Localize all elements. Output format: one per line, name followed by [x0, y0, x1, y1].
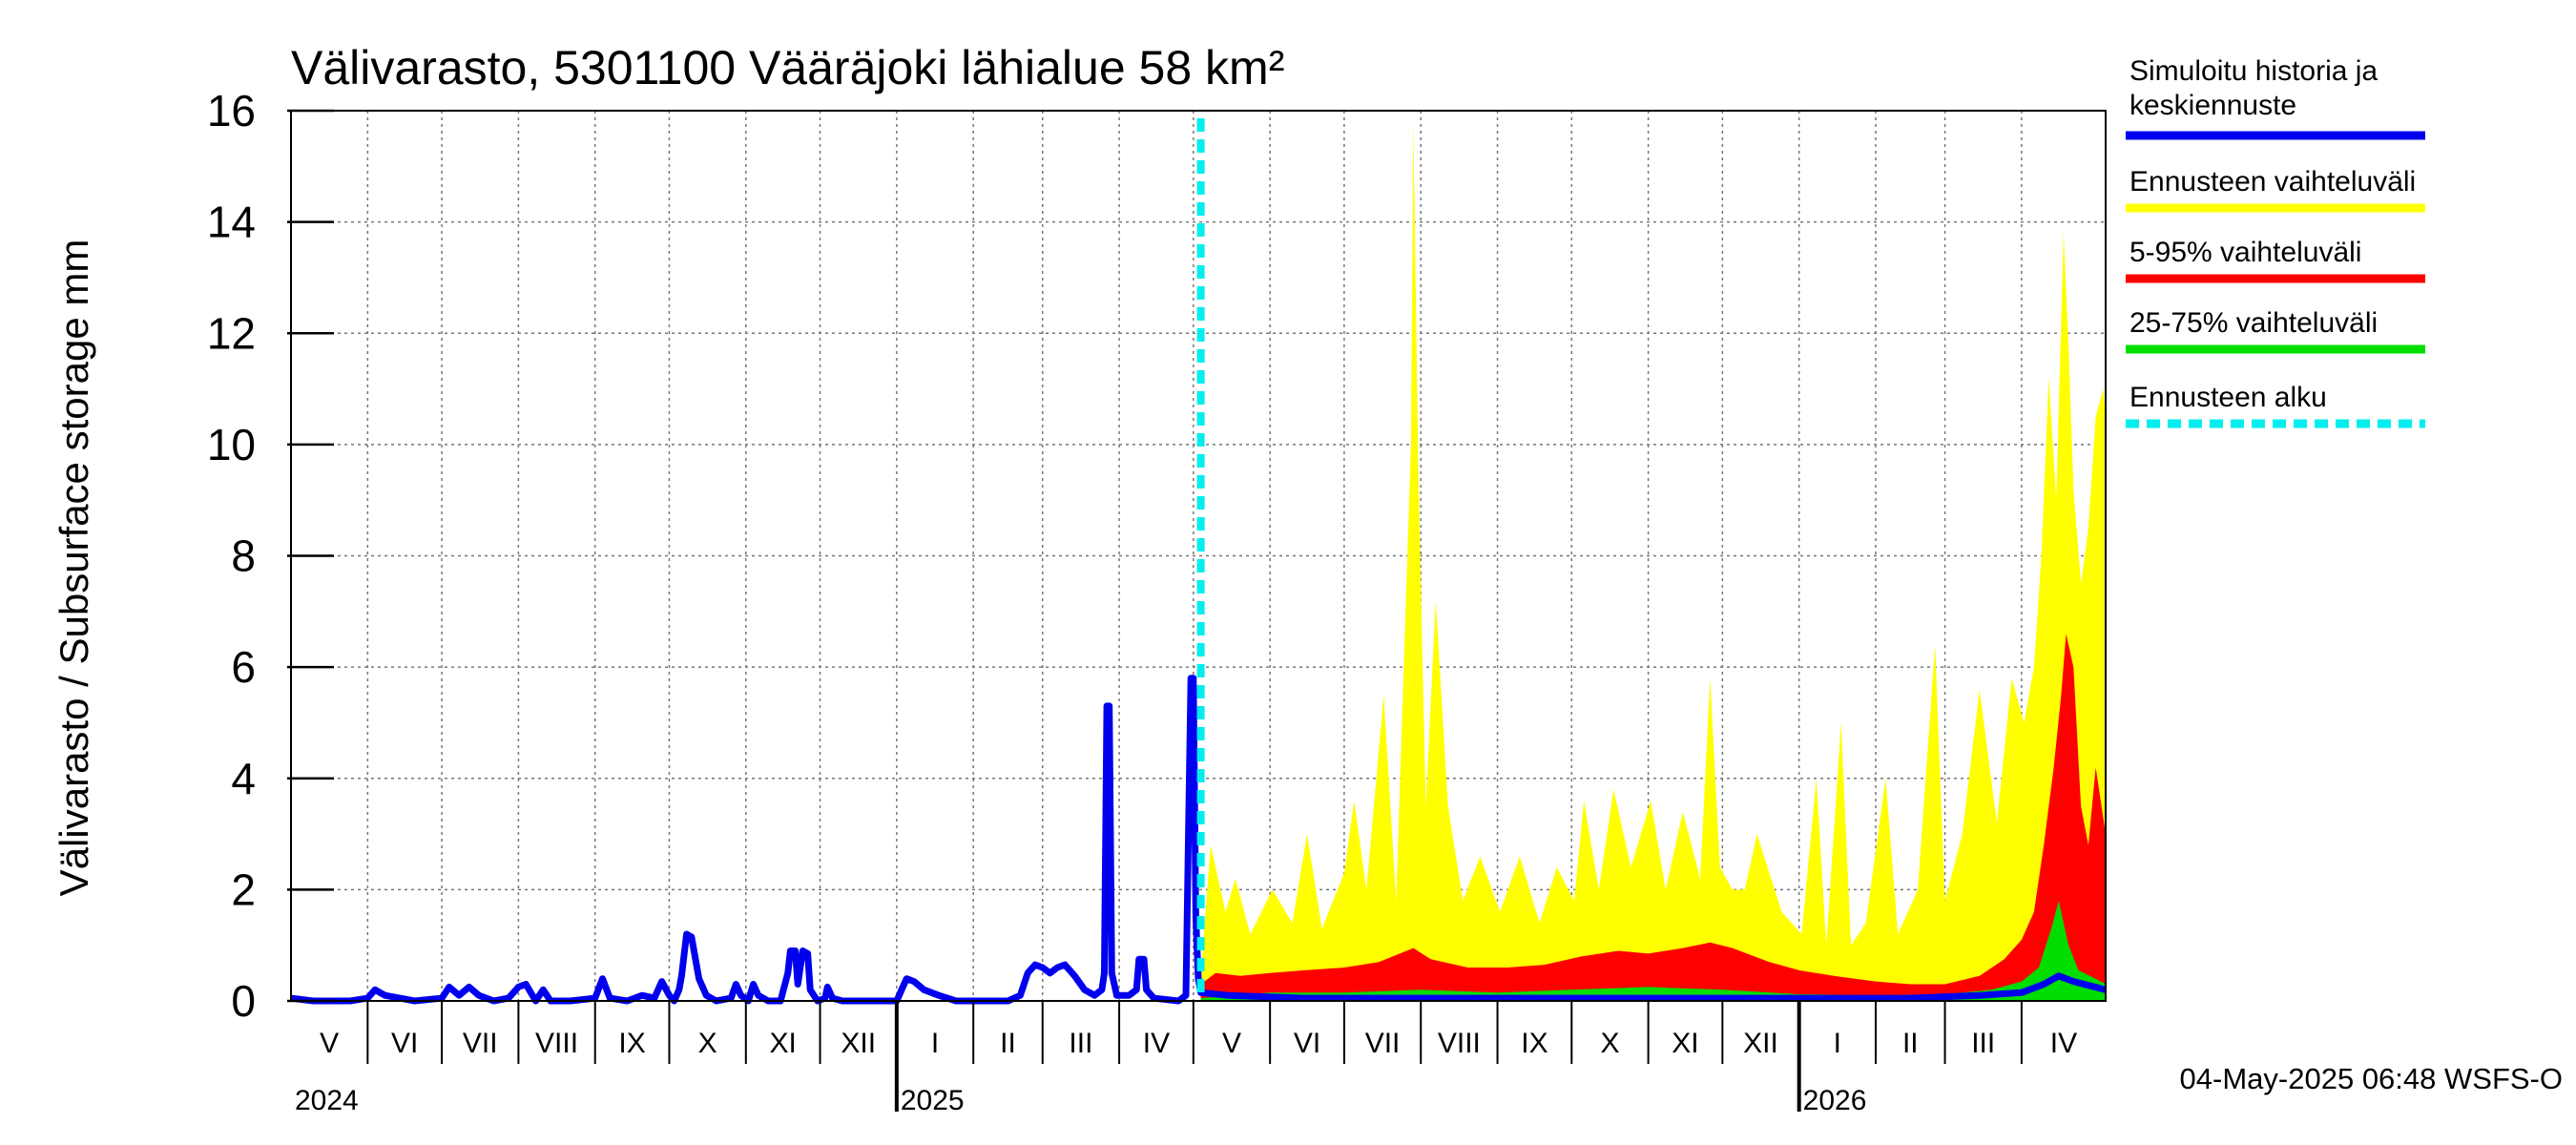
legend: Simuloitu historia ja keskiennuste Ennuste…: [2126, 55, 2425, 428]
month-label: III: [1971, 1028, 1995, 1059]
y-axis-label: Välivarasto / Subsurface storage mm: [52, 239, 96, 897]
y-tick-label: 6: [231, 642, 256, 692]
legend-label: 25-75% vaihteluväli: [2129, 307, 2378, 339]
month-label: XI: [1672, 1028, 1698, 1059]
month-label: VI: [1294, 1028, 1320, 1059]
legend-item: 5-95% vaihteluväli: [2126, 237, 2425, 283]
y-tick-label: 2: [231, 864, 256, 914]
month-label: VIII: [1438, 1028, 1481, 1059]
data-lines: [290, 118, 2107, 1005]
month-label: IX: [1521, 1028, 1548, 1059]
legend-label: Ennusteen alku: [2129, 382, 2327, 413]
month-label: VII: [463, 1028, 498, 1059]
month-label: V: [320, 1028, 339, 1059]
month-label: X: [1600, 1028, 1619, 1059]
month-label: IX: [618, 1028, 645, 1059]
y-tick-label: 0: [231, 976, 256, 1026]
month-label: XII: [841, 1028, 876, 1059]
y-tick-label: 4: [231, 754, 256, 803]
month-label: VIII: [535, 1028, 578, 1059]
forecast-bands: [1200, 121, 2106, 1001]
month-label: II: [1000, 1028, 1016, 1059]
series-line-simuloitu: [290, 675, 2107, 1005]
month-label: XII: [1743, 1028, 1778, 1059]
legend-label: Simuloitu historia ja keskiennuste: [2129, 55, 2378, 121]
month-label: X: [698, 1028, 717, 1059]
series-area-5-95: [1200, 634, 2106, 1001]
chart-title: Välivarasto, 5301100 Vääräjoki lähialue …: [291, 41, 1284, 94]
legend-item: Ennusteen alku: [2126, 382, 2425, 428]
y-tick-label: 16: [207, 86, 256, 135]
legend-item: Ennusteen vaihteluväli: [2126, 166, 2425, 213]
month-label: V: [1222, 1028, 1241, 1059]
year-label: 2025: [901, 1085, 965, 1116]
month-label: III: [1069, 1028, 1092, 1059]
legend-label: Ennusteen vaihteluväli: [2129, 166, 2416, 198]
y-tick-label: 14: [207, 198, 256, 247]
y-tick-label: 10: [207, 420, 256, 469]
y-tick-label: 12: [207, 308, 256, 358]
month-label: IV: [2050, 1028, 2077, 1059]
legend-item: 25-75% vaihteluväli: [2126, 307, 2425, 354]
legend-label: 5-95% vaihteluväli: [2129, 237, 2361, 268]
month-label: VI: [391, 1028, 418, 1059]
timestamp: 04-May-2025 06:48 WSFS-O: [2180, 1062, 2563, 1095]
month-label: XI: [769, 1028, 796, 1059]
year-label: 2024: [295, 1085, 359, 1116]
y-tick-label: 8: [231, 531, 256, 581]
month-label: I: [931, 1028, 939, 1059]
series-area-ennusteen-vaihteluvali: [1200, 121, 2106, 1001]
month-label: VII: [1365, 1028, 1401, 1059]
month-label: II: [1902, 1028, 1919, 1059]
legend-item: Simuloitu historia ja keskiennuste: [2126, 55, 2425, 140]
month-label: IV: [1143, 1028, 1170, 1059]
month-label: I: [1834, 1028, 1841, 1059]
year-label: 2026: [1803, 1085, 1867, 1116]
